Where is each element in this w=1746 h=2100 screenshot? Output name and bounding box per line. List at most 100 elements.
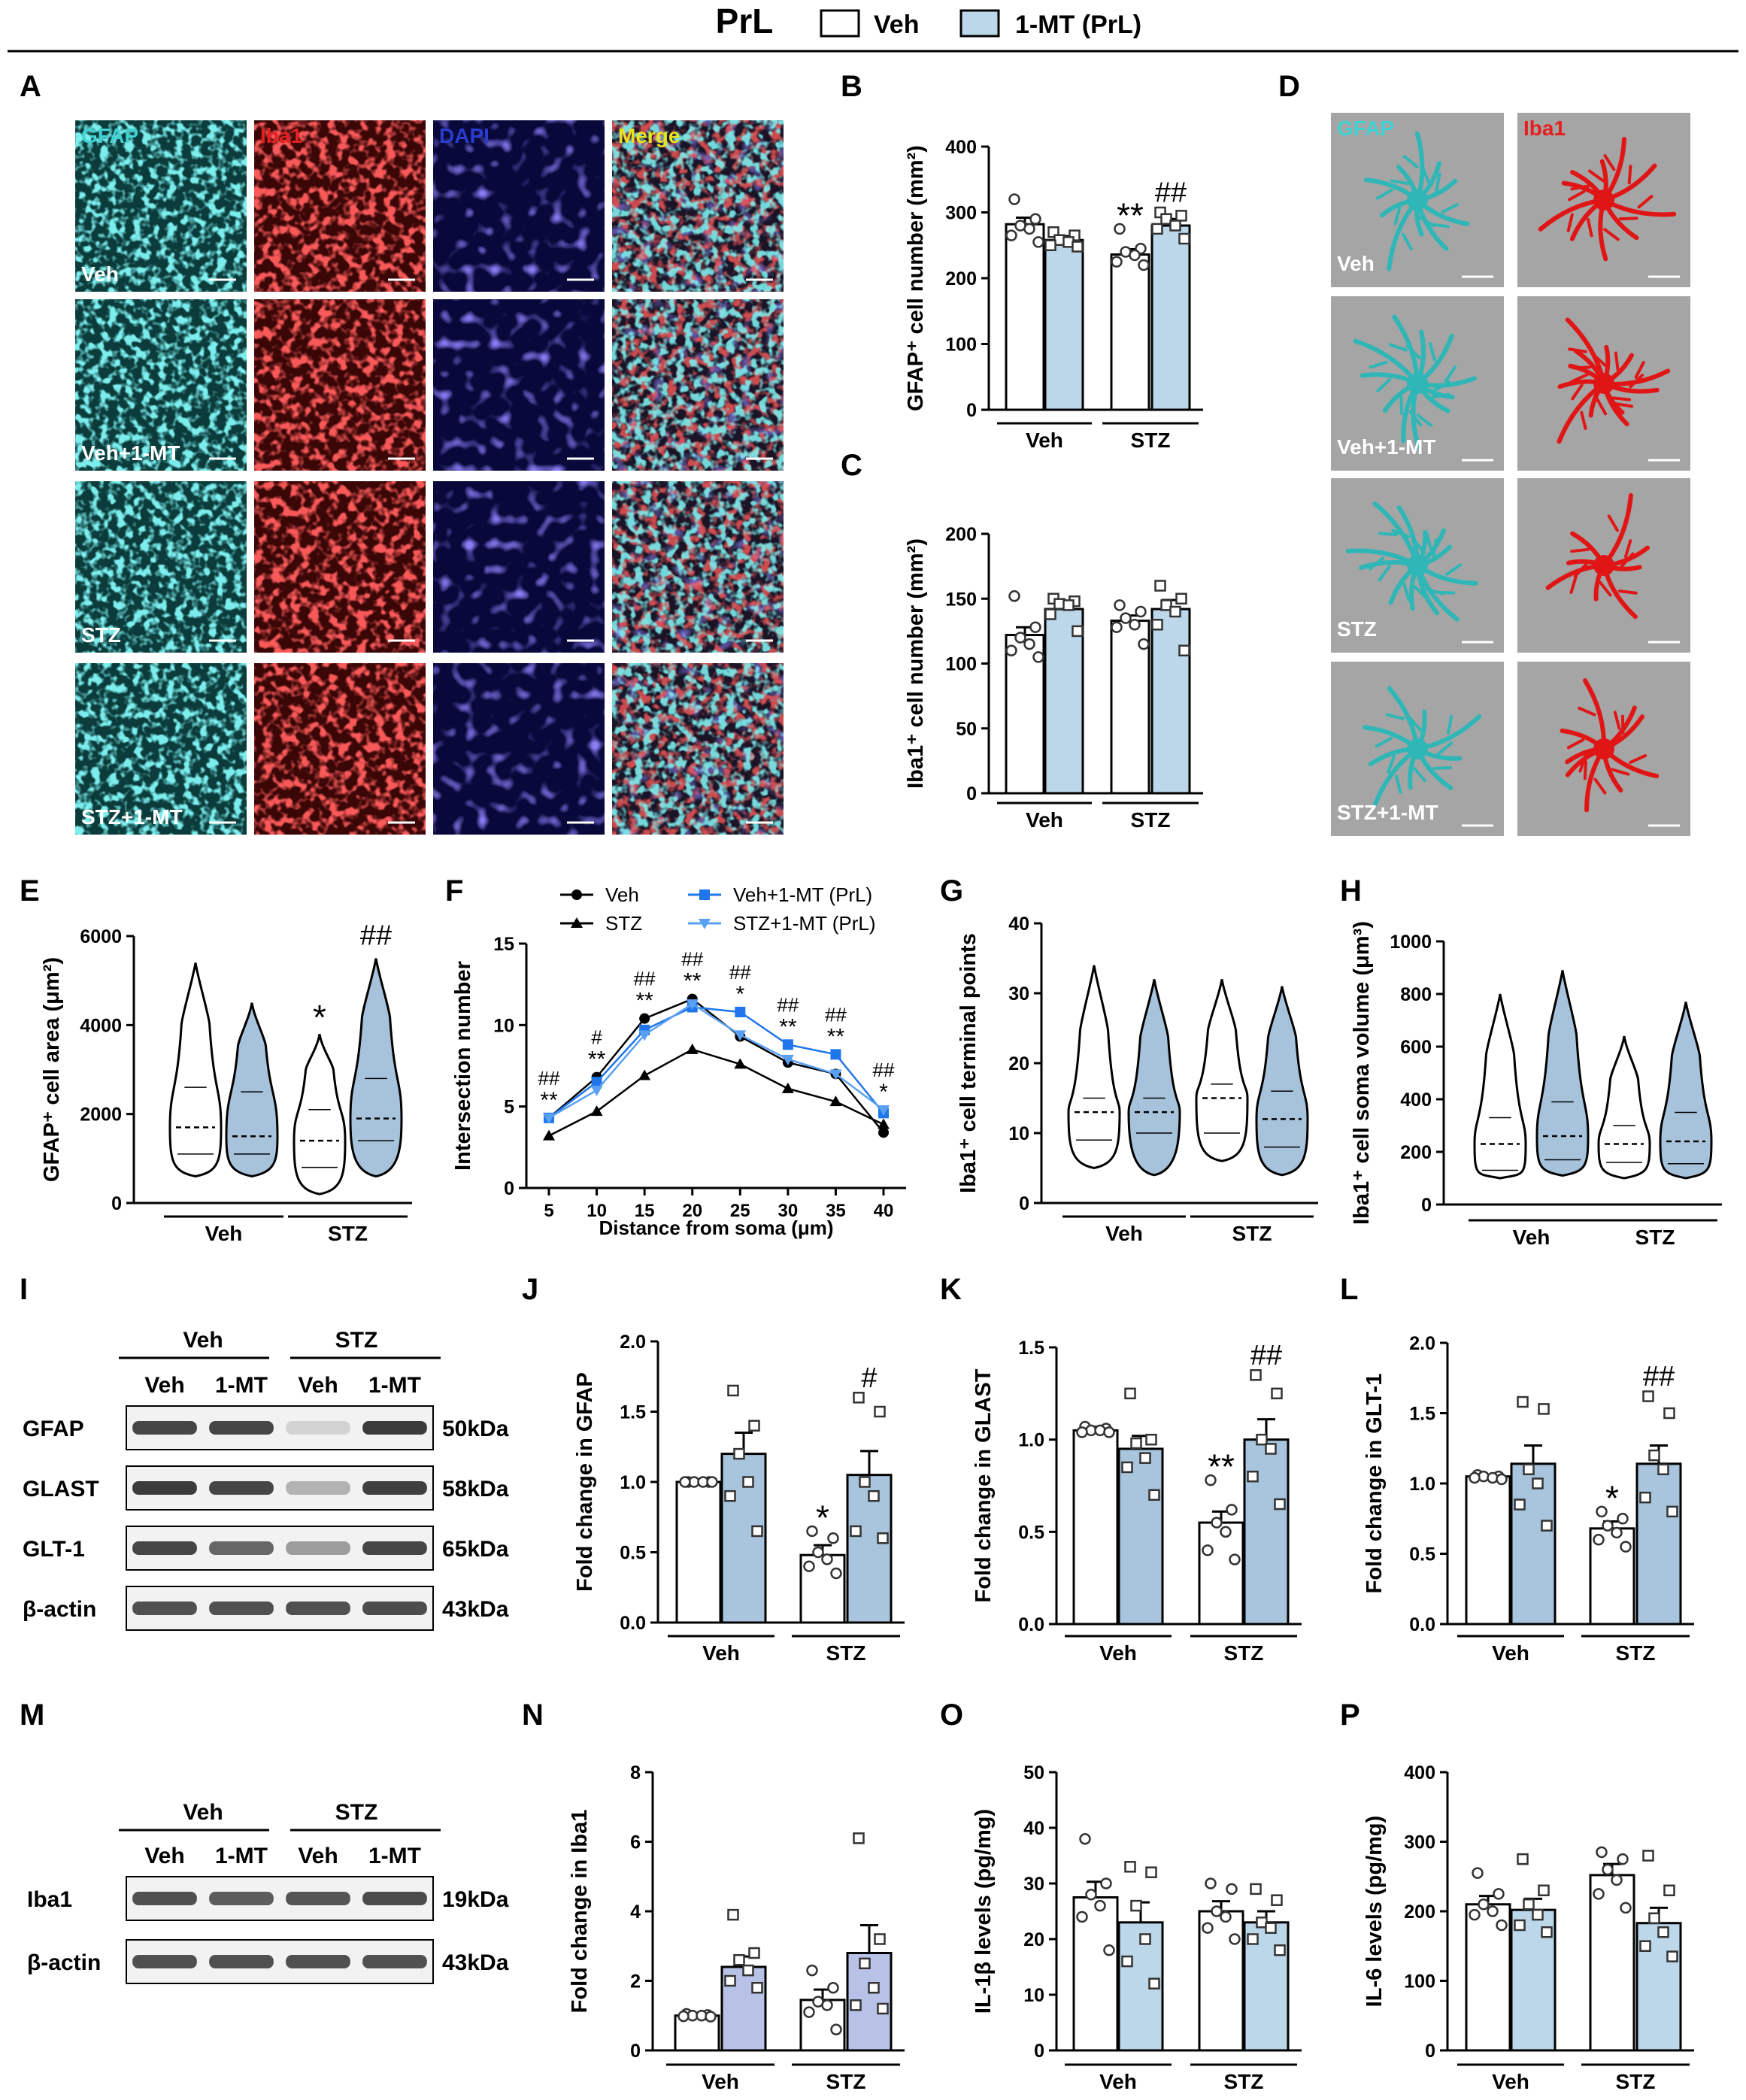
- data-point: [830, 2023, 842, 2035]
- group-label-stz: STZ: [1224, 2070, 1264, 2093]
- data-point: [724, 1974, 736, 1987]
- micrograph-signal: [254, 120, 426, 292]
- y-tick-label: 2000: [80, 1105, 122, 1126]
- blot-band: [362, 1602, 427, 1615]
- chart-c: 0 50 100 150 200 Iba1⁺ cell number (mm²) Veh ST…: [904, 524, 1203, 832]
- bar: [1072, 1429, 1119, 1626]
- data-point: [1008, 193, 1020, 205]
- micrograph-tile: [433, 299, 605, 471]
- blot-kda-label: 58kDa: [442, 1477, 509, 1502]
- chart-g: 0 10 20 30 40 Iba1⁺ cell terminal points Veh ST…: [956, 914, 1318, 1245]
- data-point: [1111, 621, 1123, 633]
- series-point: [878, 1118, 890, 1129]
- cell-branch: [1416, 414, 1433, 427]
- micrograph-tile: DAPI: [433, 120, 605, 292]
- significance-mark: **: [1208, 1447, 1235, 1486]
- cell-soma: [1407, 738, 1428, 759]
- data-point: [1072, 625, 1084, 638]
- cell-soma: [1407, 189, 1428, 211]
- group-label-veh: Veh: [205, 1222, 243, 1245]
- blot-group-header: STZ: [335, 1800, 378, 1825]
- bar: [1198, 1521, 1244, 1626]
- y-tick-label: 1.5: [1018, 1338, 1044, 1359]
- data-point: [1023, 638, 1035, 650]
- panel-letter-o: O: [940, 1698, 963, 1732]
- cell-branch: [1409, 534, 1423, 551]
- significance-top: ##: [777, 993, 799, 1016]
- bar: [1635, 1462, 1682, 1626]
- cell-branch: [1378, 565, 1391, 582]
- cell-branch: [1613, 711, 1621, 730]
- cell-branch: [1566, 738, 1585, 750]
- y-tick-label: 1.0: [620, 1472, 646, 1493]
- chart-f: 0 5 10 15 Intersection number 5 10 15 20 25 30 35 40…: [451, 883, 906, 1239]
- data-point: [1145, 1866, 1157, 1878]
- cell-3d-column-label: Iba1: [1523, 117, 1566, 140]
- data-point: [1639, 1491, 1651, 1504]
- data-point: [1169, 605, 1181, 618]
- y-tick-label: 2: [630, 1971, 641, 1992]
- data-point: [1085, 1889, 1097, 1901]
- cell-branch: [1583, 760, 1587, 780]
- data-point: [874, 1933, 886, 1945]
- blot-band: [286, 1541, 350, 1555]
- series-point: [830, 1049, 841, 1060]
- significance-mark: *: [816, 1498, 829, 1537]
- micrograph-signal: [433, 120, 605, 292]
- blot-group-header: STZ: [335, 1328, 378, 1353]
- data-point: [1220, 1911, 1232, 1923]
- data-point: [1148, 1489, 1160, 1502]
- series-point: [782, 1039, 793, 1050]
- data-point: [742, 1476, 754, 1488]
- blot-band: [132, 1481, 197, 1495]
- data-point: [1666, 1505, 1678, 1518]
- cell-branch: [1572, 365, 1592, 370]
- cell-branch: [1568, 189, 1586, 202]
- significance-top: ##: [729, 961, 751, 983]
- data-point: [853, 1832, 865, 1844]
- cell-branch: [1441, 203, 1460, 214]
- cell-branch: [1570, 547, 1590, 553]
- cell-branch: [1417, 215, 1435, 228]
- significance-mark: ##: [1250, 1340, 1282, 1371]
- significance-bottom: *: [735, 982, 744, 1007]
- data-point: [733, 1954, 745, 1966]
- blot-kda-label: 19kDa: [442, 1887, 509, 1912]
- legend-swatch-1mt: [959, 9, 1000, 38]
- group-label-stz: STZ: [1131, 429, 1171, 452]
- cell-branch: [1603, 228, 1620, 241]
- violin: [225, 1002, 279, 1178]
- micrograph-signal: [254, 481, 426, 653]
- data-point: [830, 1567, 842, 1580]
- figure-header: PrL Veh 1-MT (PrL): [8, 2, 1738, 53]
- cell-soma: [1593, 189, 1614, 211]
- data-point: [1145, 1433, 1157, 1446]
- y-tick-label: 200: [945, 524, 977, 545]
- y-tick-label: 4000: [80, 1015, 122, 1036]
- significance-top: ##: [873, 1059, 895, 1081]
- data-point: [1202, 1544, 1214, 1556]
- data-point: [1469, 1471, 1481, 1484]
- blot-band: [209, 1481, 274, 1495]
- data-point: [1593, 1534, 1605, 1546]
- y-axis-label: Iba1⁺ cell soma volume (μm³): [1350, 921, 1374, 1225]
- micrograph-row-label: STZ+1-MT: [81, 805, 183, 829]
- data-point: [1226, 1504, 1238, 1516]
- data-point: [1029, 621, 1041, 633]
- cell-branch: [1375, 736, 1393, 748]
- violin: [1473, 993, 1527, 1180]
- data-point: [1178, 644, 1190, 656]
- series-point: [543, 1113, 555, 1124]
- bar: [1110, 253, 1150, 411]
- cell-branch: [1566, 213, 1574, 232]
- data-point: [1103, 1944, 1115, 1956]
- y-tick-label: 300: [945, 203, 977, 224]
- bar: [675, 1480, 722, 1624]
- data-point: [827, 1532, 839, 1544]
- x-tick-label: 35: [826, 1201, 846, 1221]
- y-tick-label: 50: [956, 719, 977, 740]
- panel-letter-p: P: [1340, 1698, 1360, 1732]
- data-point: [1250, 1883, 1262, 1895]
- significance-mark: ##: [1155, 177, 1187, 209]
